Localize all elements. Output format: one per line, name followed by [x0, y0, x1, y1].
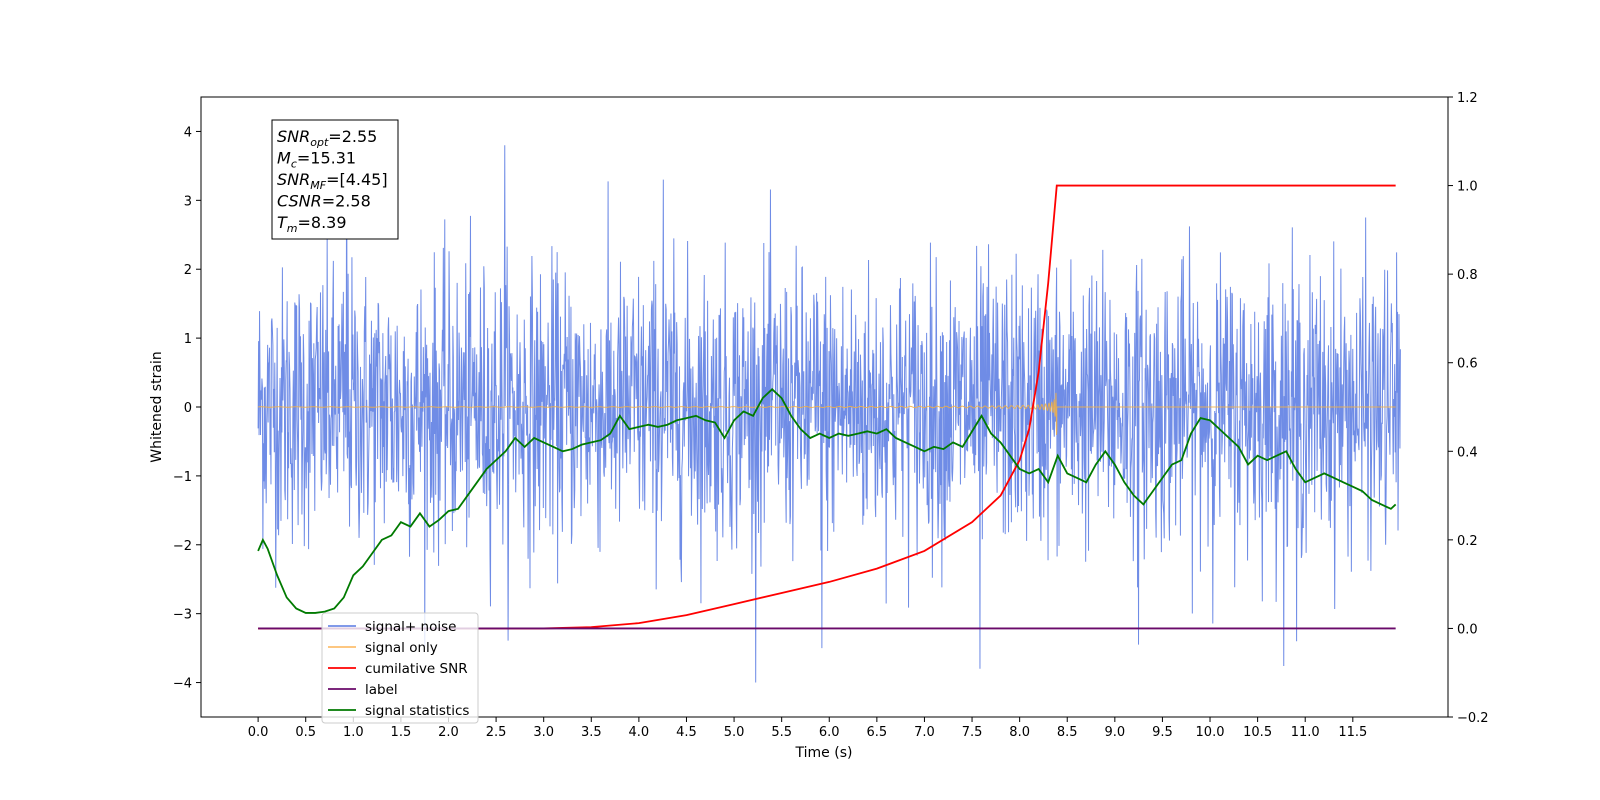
annotation-subscript: opt — [310, 136, 329, 149]
annotation-symbol: SNR — [277, 127, 310, 146]
x-tick-label: 5.5 — [771, 725, 792, 740]
legend-label: label — [365, 682, 398, 698]
x-tick-label: 9.5 — [1152, 725, 1173, 740]
y-tick-label-left: 0 — [184, 401, 192, 416]
y-tick-label-left: −4 — [173, 677, 192, 692]
series-line-signal-noise — [257, 124, 1401, 683]
y-tick-label-left: −1 — [173, 470, 192, 485]
legend-label: signal+ noise — [365, 619, 456, 635]
y-axis-title-left: Whitened strain — [149, 351, 165, 462]
legend-label: cumilative SNR — [365, 661, 468, 677]
x-tick-label: 10.5 — [1243, 725, 1272, 740]
y-tick-label-right: 0.2 — [1457, 534, 1478, 549]
annotation-line: SNRMF=[4.45] — [277, 170, 388, 192]
annotation-line: Mc=15.31 — [277, 149, 356, 171]
y-tick-label-left: −3 — [173, 608, 192, 623]
y-tick-label-right: 0.0 — [1457, 622, 1478, 637]
y-tick-label-left: 2 — [184, 263, 192, 278]
annotation-value: =8.39 — [298, 213, 347, 232]
y-tick-label-left: 4 — [184, 125, 192, 140]
series-line-signal-only — [258, 392, 1396, 436]
y-tick-label-right: 0.6 — [1457, 357, 1478, 372]
y-tick-label-left: 1 — [184, 332, 192, 347]
legend-label: signal only — [365, 640, 438, 656]
x-axis: 0.0 0.5 1.0 1.5 2.0 2.5 3.0 3.5 4.0 4.5 5.0 5.5 6.0 6… — [248, 717, 1367, 740]
annotation-subscript: m — [287, 222, 298, 235]
x-tick-label: 0.0 — [248, 725, 269, 740]
y-tick-label-right: 1.2 — [1457, 91, 1478, 106]
annotation-symbol: CSNR — [277, 192, 322, 211]
annotation-subscript: MF — [310, 179, 326, 192]
series-layer — [257, 124, 1401, 683]
y-tick-label-left: −2 — [173, 539, 192, 554]
stats-annotation-box: SNRopt=2.55Mc=15.31SNRMF=[4.45]CSNR=2.58… — [271, 119, 399, 240]
x-tick-label: 2.5 — [486, 725, 507, 740]
x-tick-label: 6.5 — [867, 725, 888, 740]
annotation-subscript: c — [291, 158, 297, 171]
legend: signal+ noise signal only cumilative SNR la… — [321, 612, 479, 724]
x-tick-label: 0.5 — [295, 725, 316, 740]
annotation-symbol: M — [277, 149, 291, 168]
x-tick-label: 11.5 — [1338, 725, 1367, 740]
annotation-line: Tm=8.39 — [277, 213, 347, 235]
x-tick-label: 7.0 — [914, 725, 935, 740]
y-axis-right: −0.2 0.0 0.2 0.4 0.6 0.8 1.0 1.2 — [1448, 91, 1489, 726]
annotation-value: =2.58 — [322, 192, 371, 211]
annotation-symbol: T — [277, 213, 288, 232]
annotation-line: CSNR=2.58 — [277, 192, 371, 211]
x-axis-title: Time (s) — [795, 745, 853, 761]
y-tick-label-right: 1.0 — [1457, 180, 1478, 195]
x-tick-label: 11.0 — [1291, 725, 1320, 740]
x-tick-label: 8.0 — [1009, 725, 1030, 740]
legend-frame — [321, 612, 479, 724]
x-tick-label: 2.0 — [438, 725, 459, 740]
x-tick-label: 1.0 — [343, 725, 364, 740]
annotation-symbol: SNR — [277, 170, 310, 189]
y-tick-label-left: 3 — [184, 194, 192, 209]
x-tick-label: 5.0 — [724, 725, 745, 740]
x-tick-label: 4.5 — [676, 725, 697, 740]
x-tick-label: 3.5 — [581, 725, 602, 740]
y-tick-label-right: 0.4 — [1457, 445, 1478, 460]
y-tick-label-right: 0.8 — [1457, 268, 1478, 283]
annotation-value: =15.31 — [297, 149, 356, 168]
legend-label: signal statistics — [365, 703, 469, 719]
x-tick-label: 8.5 — [1057, 725, 1078, 740]
x-tick-label: 3.0 — [533, 725, 554, 740]
x-tick-label: 9.0 — [1104, 725, 1125, 740]
x-tick-label: 4.0 — [629, 725, 650, 740]
y-tick-label-right: −0.2 — [1457, 711, 1489, 726]
series-line-signal-statistics — [257, 388, 1397, 614]
series-line-cumilative-snr — [258, 184, 1396, 630]
annotation-frame — [271, 119, 399, 240]
y-axis-left: −4 −3 −2 −1 0 1 2 3 4 — [173, 125, 201, 692]
annotation-value: =[4.45] — [326, 170, 388, 189]
x-tick-label: 10.0 — [1196, 725, 1225, 740]
x-tick-label: 7.5 — [962, 725, 983, 740]
x-tick-label: 1.5 — [391, 725, 412, 740]
annotation-line: SNRopt=2.55 — [277, 127, 377, 149]
annotation-value: =2.55 — [328, 127, 377, 146]
x-tick-label: 6.0 — [819, 725, 840, 740]
